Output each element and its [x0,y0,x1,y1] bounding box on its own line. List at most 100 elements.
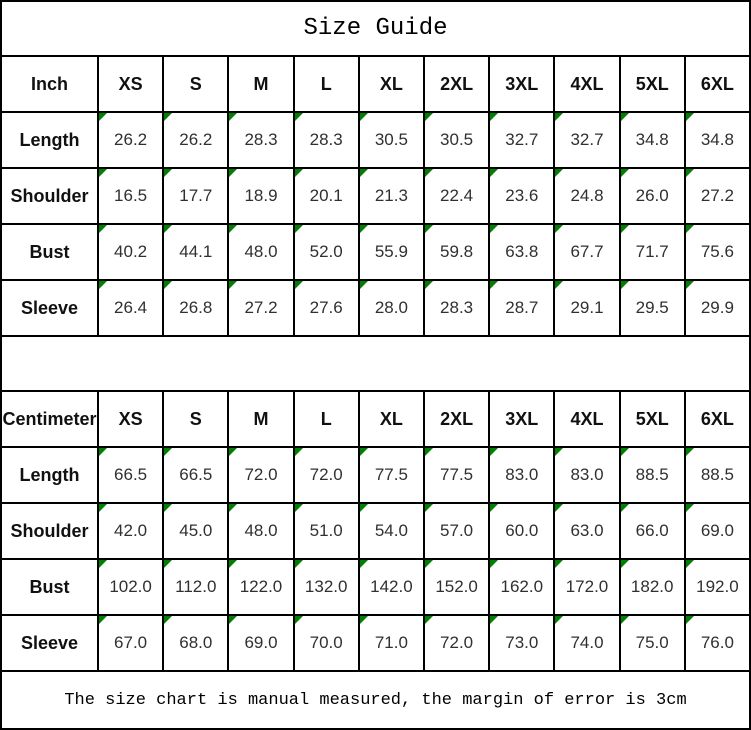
size-value-cell: 83.0 [490,448,556,504]
size-value-cell: 17.7 [164,169,230,225]
green-corner-marker-icon [555,616,564,624]
row-label-bust: Bust [2,560,99,616]
size-value-cell: 70.0 [294,616,360,672]
green-corner-marker-icon [620,225,629,233]
green-corner-marker-icon [229,448,238,456]
green-corner-marker-icon [359,504,368,512]
size-value: 69.0 [700,521,734,540]
size-value-cell: 71.7 [620,225,686,281]
green-corner-marker-icon [359,616,368,624]
size-value-cell: 23.6 [490,169,556,225]
size-value: 88.5 [635,465,669,484]
green-corner-marker-icon [555,560,564,568]
size-value-cell: 66.5 [99,448,165,504]
size-value: 52.0 [309,242,343,261]
green-corner-marker-icon [490,616,499,624]
size-value: 75.0 [635,633,669,652]
size-value-cell: 182.0 [620,560,686,616]
size-column-header-s: S [164,57,230,113]
size-value: 57.0 [440,521,474,540]
size-value: 76.0 [700,633,734,652]
green-corner-marker-icon [294,169,303,177]
size-value-cell: 74.0 [555,616,621,672]
size-value: 55.9 [374,242,408,261]
green-corner-marker-icon [490,504,499,512]
size-value-cell: 142.0 [359,560,425,616]
green-corner-marker-icon [294,616,303,624]
size-value-cell: 34.8 [685,113,751,169]
size-value: 16.5 [114,186,148,205]
size-value: 63.0 [570,521,604,540]
size-value: 172.0 [565,577,609,596]
green-corner-marker-icon [164,169,173,177]
green-corner-marker-icon [424,225,433,233]
size-value-cell: 55.9 [359,225,425,281]
green-corner-marker-icon [359,113,368,121]
size-value-cell: 48.0 [229,225,295,281]
row-label-shoulder: Shoulder [2,169,99,225]
size-value: 34.8 [635,130,669,149]
green-corner-marker-icon [229,281,238,289]
size-value-cell: 67.7 [555,225,621,281]
size-value-cell: 52.0 [294,225,360,281]
size-value-cell: 66.0 [620,504,686,560]
size-value: 26.4 [114,298,148,317]
size-value: 66.0 [635,521,669,540]
size-value: 27.2 [700,186,734,205]
size-value-cell: 77.5 [359,448,425,504]
size-value: 72.0 [440,633,474,652]
size-column-header-l: L [294,392,360,448]
green-corner-marker-icon [620,448,629,456]
size-value-cell: 88.5 [620,448,686,504]
green-corner-marker-icon [620,616,629,624]
size-value: 30.5 [440,130,474,149]
size-value: 22.4 [440,186,474,205]
size-value-cell: 28.3 [294,113,360,169]
size-value: 122.0 [239,577,283,596]
green-corner-marker-icon [555,504,564,512]
size-value-cell: 122.0 [229,560,295,616]
size-value: 26.8 [179,298,213,317]
size-value-cell: 29.1 [555,281,621,337]
size-value: 24.8 [570,186,604,205]
size-value: 27.6 [309,298,343,317]
green-corner-marker-icon [555,113,564,121]
green-corner-marker-icon [294,448,303,456]
size-value-cell: 59.8 [424,225,491,281]
size-value: 48.0 [244,242,278,261]
size-value: 77.5 [374,465,408,484]
size-value: 72.0 [244,465,278,484]
size-value: 29.9 [700,298,734,317]
size-value: 73.0 [505,633,539,652]
size-value: 34.8 [700,130,734,149]
green-corner-marker-icon [685,448,694,456]
size-value-cell: 27.2 [685,169,751,225]
size-value: 28.3 [244,130,278,149]
row-label-sleeve: Sleeve [2,281,99,337]
size-column-header-2xl: 2XL [424,57,491,113]
green-corner-marker-icon [99,448,107,456]
size-value: 26.2 [114,130,148,149]
size-value-cell: 76.0 [685,616,751,672]
size-value-cell: 88.5 [685,448,751,504]
green-corner-marker-icon [555,448,564,456]
size-value-cell: 30.5 [424,113,491,169]
green-corner-marker-icon [99,560,107,568]
size-value-cell: 77.5 [424,448,491,504]
green-corner-marker-icon [424,504,433,512]
green-corner-marker-icon [685,616,694,624]
size-value: 69.0 [244,633,278,652]
green-corner-marker-icon [359,448,368,456]
size-value-cell: 75.0 [620,616,686,672]
size-value-cell: 28.0 [359,281,425,337]
size-value: 40.2 [114,242,148,261]
size-value-cell: 67.0 [99,616,165,672]
size-value-cell: 32.7 [555,113,621,169]
green-corner-marker-icon [620,113,629,121]
size-value: 88.5 [700,465,734,484]
size-value: 48.0 [244,521,278,540]
green-corner-marker-icon [164,504,173,512]
row-label-sleeve: Sleeve [2,616,99,672]
inch-size-table: Inch XS S M L XL 2XL 3XL 4XL 5XL 6XL Length 26.2 26.2… [2,57,751,337]
